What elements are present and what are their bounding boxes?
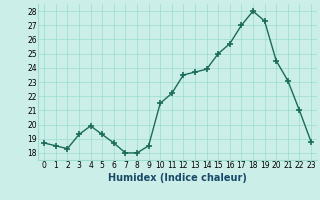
X-axis label: Humidex (Indice chaleur): Humidex (Indice chaleur) — [108, 173, 247, 183]
